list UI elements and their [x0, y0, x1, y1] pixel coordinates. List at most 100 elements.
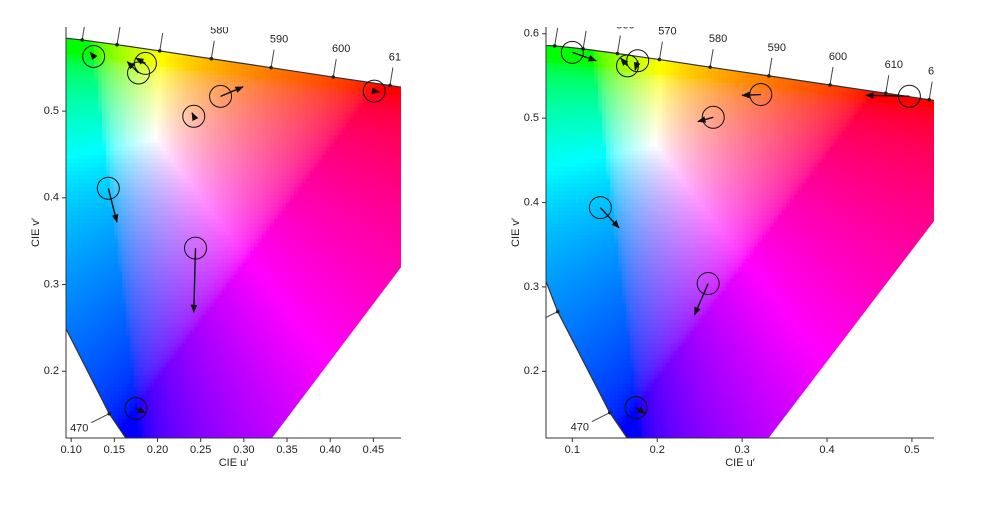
color-cell: [98, 227, 103, 232]
color-cell: [242, 123, 247, 128]
color-cell: [166, 155, 171, 160]
color-cell: [142, 319, 147, 324]
color-cell: [134, 363, 139, 368]
color-cell: [226, 179, 231, 184]
color-cell: [170, 259, 175, 264]
color-cell: [122, 123, 127, 128]
color-cell: [258, 31, 263, 36]
color-cell: [254, 195, 259, 200]
color-cell: [82, 259, 87, 264]
color-cell: [158, 147, 163, 152]
color-cell: [206, 215, 211, 220]
color-cell: [226, 167, 231, 172]
color-cell: [230, 411, 235, 416]
color-cell: [158, 331, 163, 336]
color-cell: [186, 219, 191, 224]
color-cell: [210, 407, 215, 412]
color-cell: [122, 387, 127, 392]
color-cell: [194, 207, 199, 212]
color-cell: [78, 179, 83, 184]
color-cell: [86, 303, 91, 308]
color-cell: [206, 435, 211, 440]
color-cell: [250, 251, 255, 256]
color-cell: [158, 275, 163, 280]
color-cell: [186, 379, 191, 384]
color-cell: [194, 183, 199, 188]
color-cell: [126, 71, 131, 76]
color-cell: [214, 307, 219, 312]
color-cell: [222, 227, 227, 232]
color-cell: [206, 143, 211, 148]
color-cell: [206, 167, 211, 172]
color-cell: [210, 355, 215, 360]
color-cell: [130, 231, 135, 236]
color-cell: [150, 415, 155, 420]
color-cell: [154, 387, 159, 392]
color-cell: [242, 299, 247, 304]
color-cell: [162, 395, 167, 400]
color-cell: [214, 71, 219, 76]
color-cell: [238, 187, 243, 192]
color-cell: [230, 431, 235, 436]
color-cell: [250, 171, 255, 176]
color-cell: [234, 163, 239, 168]
color-cell: [86, 127, 91, 132]
color-cell: [166, 127, 171, 132]
color-cell: [66, 307, 71, 312]
color-cell: [118, 283, 123, 288]
color-cell: [78, 131, 83, 136]
color-cell: [138, 435, 143, 440]
color-cell: [78, 95, 83, 100]
color-cell: [194, 39, 199, 44]
color-cell: [86, 411, 91, 416]
color-cell: [150, 167, 155, 172]
color-cell: [162, 319, 167, 324]
color-cell: [198, 83, 203, 88]
color-cell: [166, 215, 171, 220]
color-cell: [202, 207, 207, 212]
color-cell: [122, 419, 127, 424]
color-cell: [230, 187, 235, 192]
color-cell: [170, 395, 175, 400]
color-cell: [70, 255, 75, 260]
color-cell: [98, 231, 103, 236]
color-cell: [246, 351, 251, 356]
color-cell: [178, 423, 183, 428]
color-cell: [70, 191, 75, 196]
color-cell: [170, 367, 175, 372]
color-cell: [166, 267, 171, 272]
color-cell: [198, 219, 203, 224]
color-cell: [254, 103, 259, 108]
color-cell: [138, 335, 143, 340]
color-cell: [154, 315, 159, 320]
color-cell: [98, 359, 103, 364]
color-cell: [246, 155, 251, 160]
color-cell: [178, 227, 183, 232]
color-cell: [166, 163, 171, 168]
color-cell: [166, 75, 171, 80]
color-cell: [222, 87, 227, 92]
color-cell: [110, 67, 115, 72]
color-cell: [202, 359, 207, 364]
color-cell: [250, 195, 255, 200]
color-cell: [242, 207, 247, 212]
color-cell: [94, 235, 99, 240]
color-cell: [242, 419, 247, 424]
color-cell: [126, 175, 131, 180]
color-cell: [202, 255, 207, 260]
color-cell: [206, 107, 211, 112]
color-cell: [142, 275, 147, 280]
color-cell: [74, 387, 79, 392]
color-cell: [202, 67, 207, 72]
color-cell: [246, 403, 251, 408]
color-cell: [242, 131, 247, 136]
color-cell: [178, 259, 183, 264]
color-cell: [146, 339, 151, 344]
color-cell: [106, 239, 111, 244]
color-cell: [214, 387, 219, 392]
color-cell: [178, 303, 183, 308]
color-cell: [194, 227, 199, 232]
color-cell: [254, 287, 259, 292]
color-cell: [182, 127, 187, 132]
color-cell: [230, 223, 235, 228]
